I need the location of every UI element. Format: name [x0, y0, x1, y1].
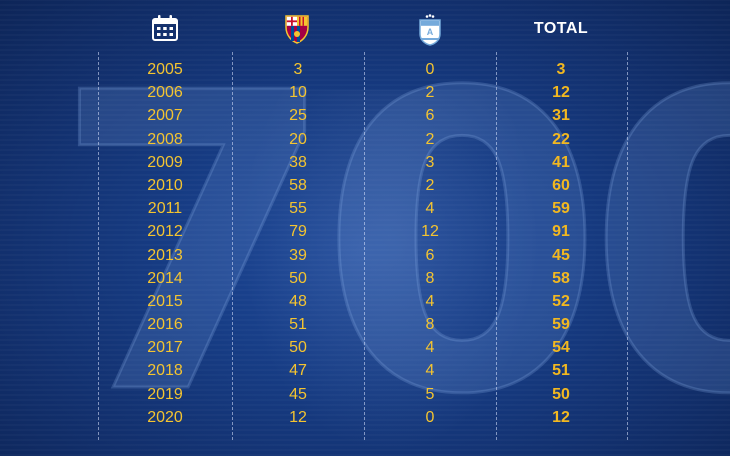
year-cell: 2006 [147, 84, 183, 102]
country-goals-cell: 4 [425, 292, 435, 310]
club-goals-cell: 12 [289, 408, 307, 426]
argentina-badge-icon: A [419, 14, 441, 46]
country-goals-cell: 0 [425, 61, 435, 78]
total-goals-cell: 12 [552, 408, 570, 426]
total-goals-cell: 59 [552, 200, 570, 218]
total-goals-cell: 59 [552, 316, 570, 334]
year-cell: 2016 [147, 316, 183, 334]
country-goals-cell: 6 [425, 246, 435, 264]
country-goals-cell: 12 [421, 223, 439, 241]
column-divider [98, 52, 99, 440]
year-cell: 2019 [147, 385, 183, 403]
total-goals-cell: 41 [552, 153, 570, 171]
fc-barcelona-crest-icon [285, 15, 309, 44]
year-cell: 2015 [147, 292, 183, 310]
club-goals-cell: 58 [289, 176, 307, 194]
year-column: 2005 2006 2007 2008 2009 2010 2011 2012 2013 2014… [115, 58, 215, 429]
country-goals-cell: 2 [425, 84, 435, 102]
country-goals-cell: 6 [425, 107, 435, 125]
total-goals-cell: 22 [552, 130, 570, 148]
year-cell: 2014 [147, 269, 183, 287]
club-goals-cell: 55 [289, 200, 307, 218]
total-goals-cell: 45 [552, 246, 570, 264]
total-column-header: TOTAL [533, 20, 589, 37]
year-cell: 2017 [147, 339, 183, 357]
total-goals-cell: 50 [552, 385, 570, 403]
year-cell: 2011 [147, 200, 183, 218]
column-divider [496, 52, 497, 440]
club-goals-cell: 38 [289, 153, 307, 171]
total-goals-cell: 3 [556, 61, 566, 78]
club-goals-cell: 20 [289, 130, 307, 148]
total-goals-cell: 60 [552, 176, 570, 194]
column-divider [627, 52, 628, 440]
country-goals-column: 0 2 6 2 3 2 4 12 6 8 4 8 4 4 5 0 [380, 58, 480, 429]
total-goals-column: 3 12 31 22 41 60 59 91 45 58 52 59 54 51 50 12 [511, 58, 611, 429]
country-goals-cell: 0 [425, 408, 435, 426]
club-goals-cell: 25 [289, 107, 307, 125]
total-goals-cell: 58 [552, 269, 570, 287]
country-goals-cell: 4 [425, 339, 435, 357]
club-goals-cell: 10 [289, 84, 307, 102]
year-cell: 2009 [147, 153, 183, 171]
country-goals-cell: 8 [425, 316, 435, 334]
country-goals-cell: 2 [425, 176, 435, 194]
country-goals-cell: 8 [425, 269, 435, 287]
total-goals-cell: 51 [552, 362, 570, 380]
total-goals-cell: 52 [552, 292, 570, 310]
country-goals-cell: 4 [425, 200, 435, 218]
svg-text:A: A [427, 27, 434, 37]
total-goals-cell: 31 [552, 107, 570, 125]
country-goals-cell: 5 [425, 385, 435, 403]
club-goals-cell: 50 [289, 269, 307, 287]
club-goals-cell: 45 [289, 385, 307, 403]
club-goals-cell: 3 [293, 61, 303, 78]
year-cell: 2007 [147, 107, 183, 125]
club-goals-cell: 47 [289, 362, 307, 380]
total-goals-cell: 91 [552, 223, 570, 241]
country-goals-cell: 2 [425, 130, 435, 148]
column-divider [364, 52, 365, 440]
year-cell: 2018 [147, 362, 183, 380]
year-cell: 2013 [147, 246, 183, 264]
club-goals-cell: 39 [289, 246, 307, 264]
country-goals-cell: 3 [425, 153, 435, 171]
year-cell: 2020 [147, 408, 183, 426]
club-goals-cell: 48 [289, 292, 307, 310]
column-divider [232, 52, 233, 440]
year-cell: 2010 [147, 176, 183, 194]
calendar-icon [152, 15, 178, 41]
year-cell: 2005 [147, 61, 183, 78]
total-goals-cell: 54 [552, 339, 570, 357]
club-goals-cell: 79 [289, 223, 307, 241]
year-cell: 2012 [147, 223, 183, 241]
club-goals-cell: 51 [289, 316, 307, 334]
watermark-number: 700 [51, 6, 730, 456]
country-goals-cell: 4 [425, 362, 435, 380]
club-goals-cell: 50 [289, 339, 307, 357]
player-photo [240, 90, 540, 456]
club-goals-column: 3 10 25 20 38 58 55 79 39 50 48 51 50 47 45 12 [248, 58, 348, 429]
year-cell: 2008 [147, 130, 183, 148]
total-goals-cell: 12 [552, 84, 570, 102]
